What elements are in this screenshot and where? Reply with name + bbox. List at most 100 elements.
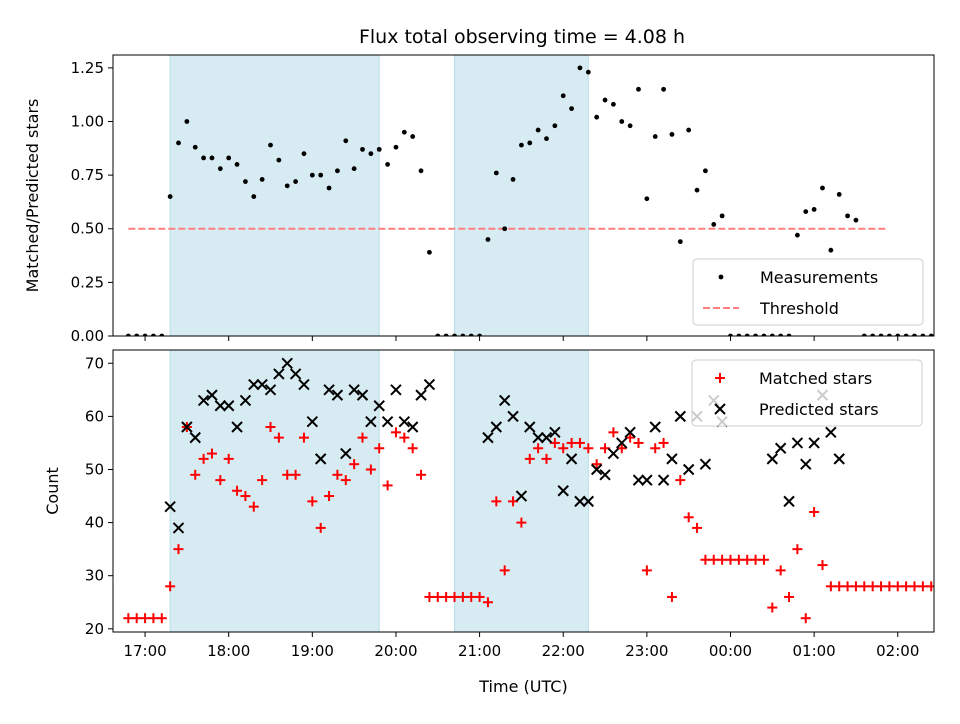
predicted-point — [383, 417, 393, 427]
x-tick-label: 02:00 — [876, 642, 919, 660]
predicted-point — [391, 385, 401, 395]
predicted-point — [767, 454, 777, 464]
observing-window-1 — [170, 350, 379, 632]
predicted-point — [684, 464, 694, 474]
y-tick-label: 0.75 — [71, 166, 104, 184]
measurement-point — [828, 248, 833, 253]
matched-point — [784, 592, 794, 602]
measurement-point — [394, 145, 399, 150]
matched-point — [809, 507, 819, 517]
measurement-point — [218, 166, 223, 171]
measurement-point — [251, 194, 256, 199]
predicted-point — [424, 380, 434, 390]
y-tick-label: 50 — [85, 460, 104, 478]
legend-label: Measurements — [760, 268, 878, 287]
measurement-point — [678, 239, 683, 244]
y-tick-label: 40 — [85, 514, 104, 532]
x-tick-label: 18:00 — [207, 642, 250, 660]
measurement-point — [385, 162, 390, 167]
measurement-point — [603, 98, 608, 103]
measurement-point — [536, 128, 541, 133]
x-tick-label: 20:00 — [374, 642, 417, 660]
measurement-point — [837, 192, 842, 197]
matched-point — [625, 433, 635, 443]
predicted-point — [809, 438, 819, 448]
predicted-point — [776, 443, 786, 453]
y-tick-label: 1.25 — [71, 59, 104, 77]
observing-window-2 — [455, 55, 589, 336]
matched-point — [792, 544, 802, 554]
measurement-point — [318, 173, 323, 178]
measurement-point — [586, 70, 591, 75]
measurement-point — [544, 136, 549, 141]
measurement-point — [193, 145, 198, 150]
measurement-point — [327, 186, 332, 191]
x-tick-label: 19:00 — [291, 642, 334, 660]
predicted-point-b — [943, 427, 953, 437]
measurement-point — [820, 186, 825, 191]
y-tick-label: 0.25 — [71, 273, 104, 291]
matched-point — [926, 581, 936, 591]
measurement-point — [310, 173, 315, 178]
matched-point — [675, 475, 685, 485]
measurement-point — [352, 166, 357, 171]
observing-window-1 — [170, 55, 379, 336]
measurement-point — [184, 119, 189, 124]
measurement-point — [628, 123, 633, 128]
predicted-point-a — [951, 422, 960, 432]
measurement-point — [235, 162, 240, 167]
matched-point — [650, 443, 660, 453]
predicted-point — [675, 411, 685, 421]
y-tick-label: 70 — [85, 354, 104, 372]
measurement-point — [561, 93, 566, 98]
measurement-point — [377, 147, 382, 152]
measurement-point — [527, 141, 532, 146]
measurement-point — [845, 213, 850, 218]
measurement-point — [670, 132, 675, 137]
predicted-point — [834, 454, 844, 464]
predicted-point — [700, 459, 710, 469]
measurement-point — [711, 222, 716, 227]
matched-point — [817, 560, 827, 570]
measurement-point — [494, 171, 499, 176]
predicted-point — [667, 454, 677, 464]
predicted-point — [801, 459, 811, 469]
measurement-point — [703, 168, 708, 173]
measurement-point — [954, 334, 959, 339]
measurement-point — [569, 106, 574, 111]
x-axis-label: Time (UTC) — [478, 677, 567, 696]
measurement-point — [619, 119, 624, 124]
measurement-point — [410, 134, 415, 139]
legend-label: Threshold — [759, 299, 839, 318]
predicted-point — [416, 390, 426, 400]
matched-point — [801, 613, 811, 623]
matched-point — [943, 539, 953, 549]
measurement-point — [276, 158, 281, 163]
measurement-point — [594, 115, 599, 120]
measurement-point — [686, 128, 691, 133]
measurement-point — [946, 334, 951, 339]
predicted-point — [659, 475, 669, 485]
top-panel: 0.000.250.500.751.001.25Matched/Predicte… — [23, 55, 960, 345]
matched-point — [935, 581, 945, 591]
measurement-point — [260, 177, 265, 182]
measurement-point — [695, 188, 700, 193]
legend-marker-measurements — [719, 275, 724, 280]
matched-point — [399, 433, 409, 443]
measurement-point — [486, 237, 491, 242]
x-tick-label: 01:00 — [793, 642, 836, 660]
predicted-point — [399, 417, 409, 427]
chart-title: Flux total observing time = 4.08 h — [359, 26, 685, 48]
measurement-point — [644, 196, 649, 201]
measurement-point — [502, 226, 507, 231]
matched-point — [633, 438, 643, 448]
predicted-point-a — [943, 427, 953, 437]
matched-point — [391, 427, 401, 437]
matched-point — [600, 443, 610, 453]
y-axis-label: Count — [43, 467, 62, 515]
measurement-point — [168, 194, 173, 199]
x-tick-label: 00:00 — [709, 642, 752, 660]
matched-point — [592, 459, 602, 469]
measurement-point — [285, 183, 290, 188]
